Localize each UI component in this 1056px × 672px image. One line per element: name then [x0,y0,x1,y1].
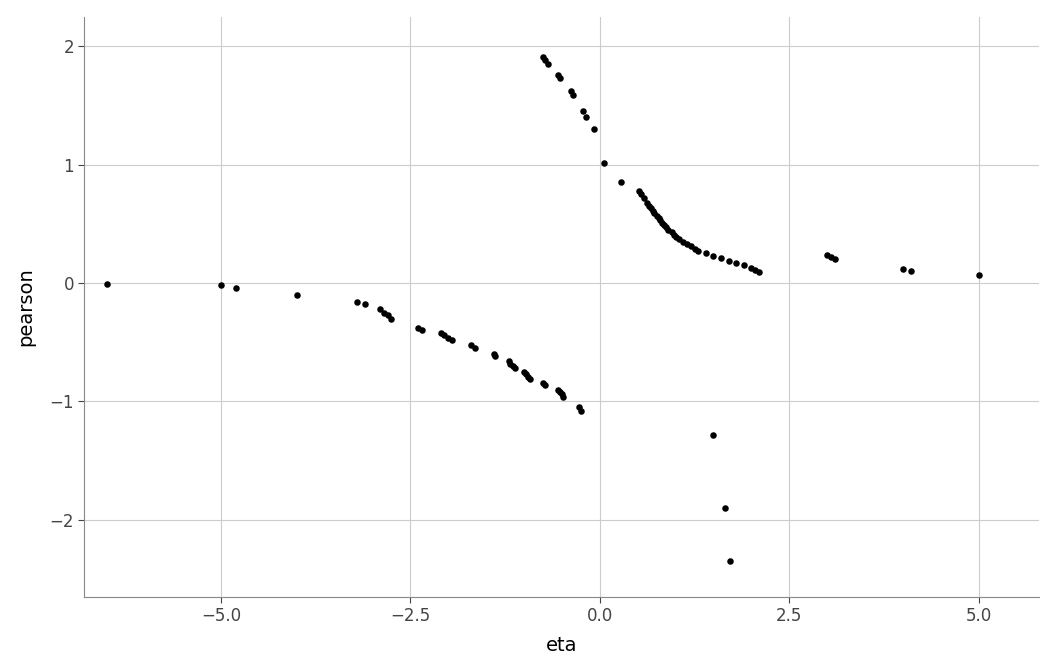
Point [432,327,449,338]
Point [652,215,668,226]
Point [534,377,551,388]
Point [536,380,553,390]
Point [658,222,675,233]
Point [522,374,539,384]
Point [383,313,400,324]
Point [675,237,692,247]
Point [671,234,687,245]
Point [747,265,763,276]
Y-axis label: pearson: pearson [17,267,36,346]
Point [578,112,595,123]
Point [823,251,840,262]
Point [413,325,430,336]
Point [467,343,484,353]
Point [697,248,714,259]
Point [650,212,667,223]
Point [348,296,365,307]
Point [228,282,245,293]
Point [638,197,655,208]
Point [507,363,524,374]
Point [572,405,589,416]
Point [550,384,567,395]
Point [902,266,919,277]
Point [555,391,572,402]
Point [444,335,460,345]
Point [633,189,649,200]
Point [728,257,744,268]
Point [436,330,453,341]
Point [818,249,835,260]
Point [504,361,521,372]
Point [643,203,660,214]
Point [667,232,684,243]
Point [552,386,569,397]
Point [716,503,733,513]
Point [357,299,374,310]
Point [486,349,503,360]
Point [379,310,396,321]
Point [970,269,987,280]
Point [565,89,582,100]
Point [540,58,557,69]
Point [501,355,517,366]
Point [663,226,680,237]
Point [515,366,532,377]
Point [630,185,647,196]
Point [735,260,752,271]
Point [550,69,567,80]
Point [665,229,682,240]
Point [553,389,570,400]
Point [502,358,518,369]
Point [648,210,665,221]
Point [536,55,553,66]
Point [517,369,534,380]
Point [720,255,737,266]
Point [641,201,658,212]
Point [463,339,479,350]
Point [570,402,587,413]
Point [612,177,629,187]
Point [721,556,738,566]
Point [563,86,580,97]
Point [439,332,456,343]
Point [682,241,699,252]
Point [751,267,768,278]
Point [636,192,653,203]
Point [894,263,911,274]
Point [552,73,569,83]
Point [713,253,730,263]
Point [596,158,612,169]
Point [288,290,305,300]
Point [574,106,591,117]
Point [410,323,427,333]
Point [372,304,389,314]
Point [534,52,551,62]
Point [644,206,661,216]
Point [826,254,843,265]
Point [686,243,703,254]
Point [705,251,722,261]
Point [654,217,671,228]
Point [375,307,392,318]
Point [99,279,116,290]
X-axis label: eta: eta [546,636,578,655]
Point [679,239,696,249]
Point [705,429,722,440]
Point [520,371,536,382]
Point [656,220,673,230]
Point [585,124,602,134]
Point [743,262,760,273]
Point [660,224,677,235]
Point [487,351,504,362]
Point [646,208,663,218]
Point [690,246,706,257]
Point [212,280,229,291]
